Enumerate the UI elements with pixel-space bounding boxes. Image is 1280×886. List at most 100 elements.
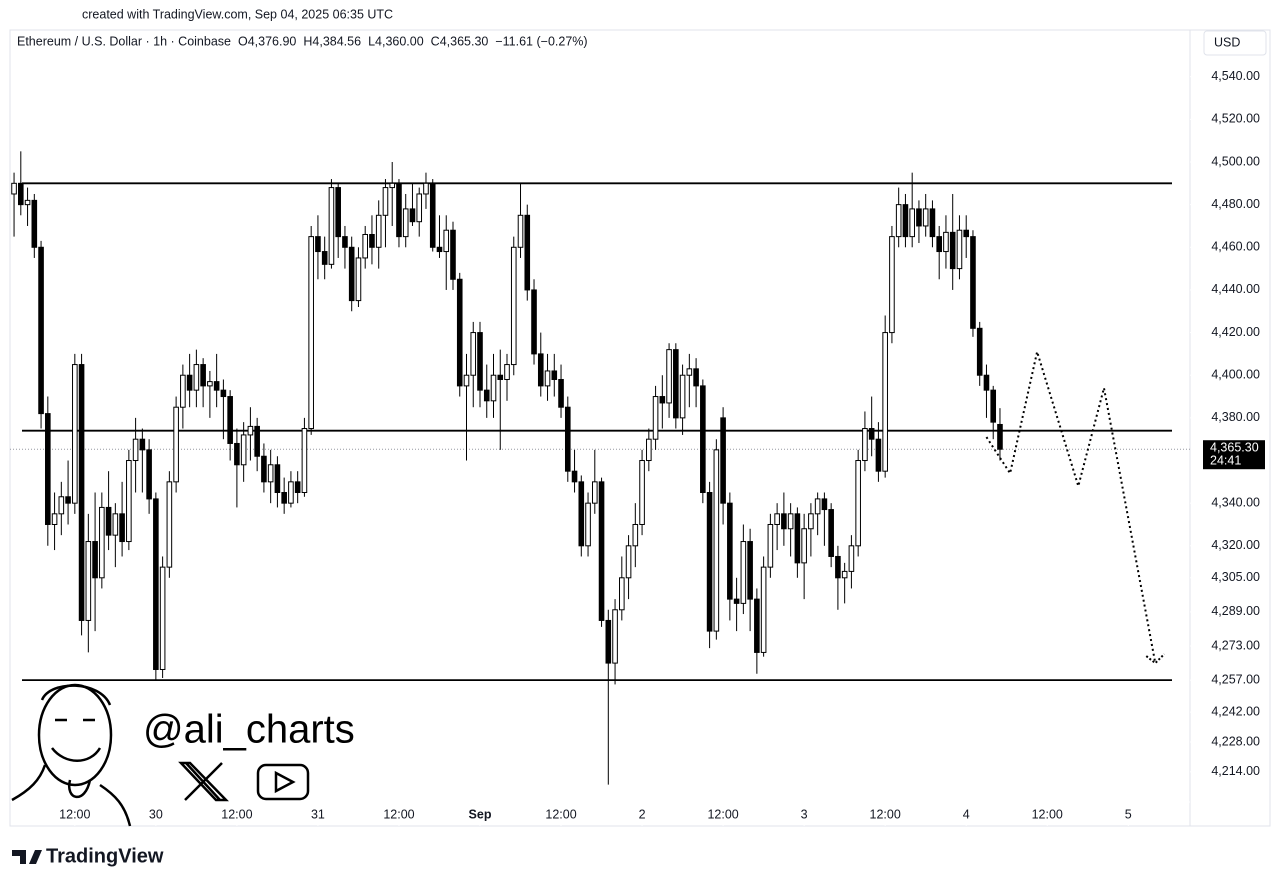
candle-body (956, 229, 963, 270)
currency-box[interactable] (1203, 30, 1267, 56)
candle-body (186, 374, 193, 391)
candle-body (348, 246, 355, 302)
candle-body (740, 541, 747, 604)
candle-body (855, 460, 861, 547)
candle-body (38, 246, 44, 415)
candle-body (720, 417, 726, 504)
candle-body (639, 460, 645, 525)
candle-body (571, 470, 578, 483)
candle-body (450, 229, 456, 280)
y-tick-label: 4,520.00 (1211, 112, 1260, 126)
candle-body (949, 231, 956, 270)
candle-body (902, 204, 909, 238)
candle-body (11, 182, 17, 195)
candle-body (537, 353, 544, 387)
x-tick-label: 5 (1125, 807, 1132, 821)
candle-body (727, 502, 733, 600)
candle-body (564, 406, 571, 472)
candle-body (247, 425, 254, 436)
candle-body (342, 236, 348, 248)
currency[interactable]: USD (1214, 35, 1240, 49)
candle-body (706, 492, 713, 632)
candle-body (787, 513, 794, 530)
candle-body (889, 236, 895, 334)
candle-body (916, 208, 922, 227)
last-price-label: 4,365.30 (1210, 441, 1259, 455)
candle-body (841, 570, 848, 579)
candle-body (85, 541, 92, 621)
y-tick-label: 4,214.00 (1211, 764, 1260, 778)
candle-body (895, 204, 902, 238)
candle-body (207, 381, 213, 387)
chart-frame (9, 29, 1271, 827)
candle-body (382, 187, 389, 216)
candle-body (153, 498, 159, 670)
candle-body (875, 438, 882, 472)
candle-body (416, 193, 423, 223)
candle-body (747, 541, 753, 600)
candle-body (18, 182, 24, 206)
last-price-box (1203, 440, 1265, 470)
candle-body (375, 214, 382, 248)
x-tick-label: 12:00 (59, 807, 90, 821)
candle-body (598, 481, 605, 621)
candle-body (760, 566, 767, 653)
candle-body (679, 374, 686, 419)
header: Ethereum / U.S. Dollar · 1h · Coinbase O… (17, 34, 588, 48)
candle-body (544, 370, 551, 387)
candle-body (315, 236, 321, 253)
candle-body (686, 368, 693, 376)
candle-body (173, 406, 179, 483)
ohlc-value: O4,376.90 (238, 34, 296, 48)
candle-body (362, 233, 369, 259)
x-tick-label: 12:00 (545, 807, 576, 821)
candle-body (673, 349, 679, 419)
candle-body (767, 523, 774, 568)
y-tick-label: 4,480.00 (1211, 197, 1260, 211)
candle-body (585, 502, 591, 547)
y-tick-label: 4,380.00 (1211, 410, 1260, 424)
candle-body (139, 438, 146, 451)
candle-body (335, 187, 341, 238)
candle-body (132, 438, 139, 462)
candle-body (78, 364, 85, 621)
candle-body (180, 374, 186, 408)
y-tick-label: 4,305.00 (1211, 570, 1260, 584)
y-tick-label: 4,273.00 (1211, 638, 1260, 652)
x-tick-label: 12:00 (383, 807, 414, 821)
candle-body (112, 513, 119, 536)
candle-body (281, 492, 287, 504)
candle-body (504, 364, 510, 380)
x-tick-label: 12:00 (707, 807, 738, 821)
brand-logo: TradingView (12, 845, 164, 867)
candle-body (146, 449, 152, 500)
candle-body (65, 496, 71, 504)
x-tick-label: 12:00 (870, 807, 901, 821)
x-tick-label: 12:00 (1032, 807, 1063, 821)
candle-body (646, 438, 652, 462)
y-tick-label: 4,257.00 (1211, 672, 1260, 686)
candle-body (794, 513, 801, 564)
candle-body (531, 289, 537, 355)
candle-body (578, 481, 585, 547)
candle-body (45, 413, 51, 525)
watermark: @ali_charts (143, 708, 355, 752)
candle-body (909, 208, 915, 238)
x-tick-label: 3 (801, 807, 808, 821)
y-tick-label: 4,242.00 (1211, 704, 1260, 718)
candle-body (159, 566, 166, 670)
x-tick-label: 12:00 (221, 807, 252, 821)
candle-body (666, 349, 672, 404)
candle-body (808, 513, 814, 530)
candle-body (402, 208, 409, 238)
candle-body (99, 506, 105, 579)
y-tick-label: 4,340.00 (1211, 495, 1260, 509)
candle-body (470, 332, 477, 376)
candle-body (429, 182, 436, 248)
candle-body (234, 442, 240, 466)
candle-body (24, 199, 31, 206)
candle-body (72, 364, 78, 504)
candle-body (936, 236, 942, 253)
candle-body (882, 332, 888, 472)
candle-body (261, 455, 267, 483)
